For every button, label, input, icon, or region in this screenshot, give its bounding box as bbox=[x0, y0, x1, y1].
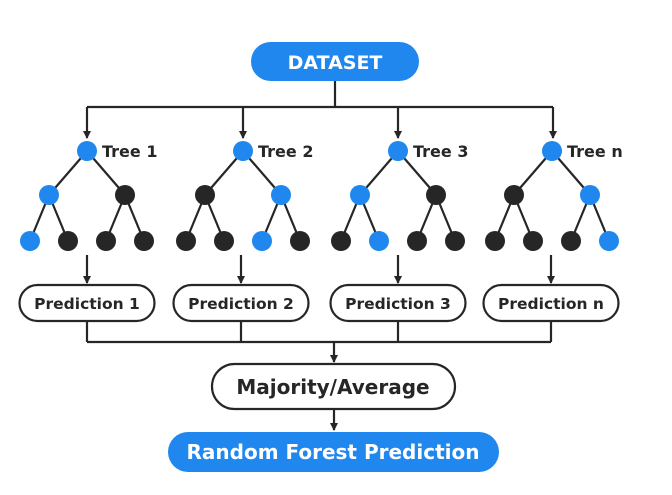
tree-branch-node bbox=[580, 185, 600, 205]
tree-branch-node bbox=[115, 185, 135, 205]
tree-branch-node bbox=[504, 185, 524, 205]
tree-leaf-node bbox=[20, 231, 40, 251]
tree-3: Tree 3 Prediction 3 bbox=[329, 141, 468, 323]
tree-leaf-node bbox=[214, 231, 234, 251]
tree-leaf-node bbox=[331, 231, 351, 251]
tree-leaf-node bbox=[561, 231, 581, 251]
prediction-2-box: Prediction 2 bbox=[172, 283, 310, 323]
tree-branch-node bbox=[350, 185, 370, 205]
aggregate-label: Majority/Average bbox=[236, 375, 429, 399]
prediction-1-label: Prediction 1 bbox=[34, 295, 140, 313]
tree-leaf-node bbox=[58, 231, 78, 251]
tree-root-node bbox=[77, 141, 97, 161]
tree-branch-node bbox=[271, 185, 291, 205]
tree-leaf-node bbox=[176, 231, 196, 251]
prediction-3-label: Prediction 3 bbox=[345, 295, 451, 313]
result-label: Random Forest Prediction bbox=[187, 440, 480, 464]
tree-root-node bbox=[233, 141, 253, 161]
aggregate-node: Majority/Average bbox=[210, 362, 457, 411]
tree-root-node bbox=[388, 141, 408, 161]
tree-4-label: Tree n bbox=[567, 142, 623, 161]
tree-1-label: Tree 1 bbox=[102, 142, 157, 161]
tree-1: Tree 1 Prediction 1 bbox=[18, 141, 157, 323]
tree-2: Tree 2 Prediction 2 bbox=[172, 141, 313, 323]
tree-leaf-node bbox=[599, 231, 619, 251]
tree-leaf-node bbox=[407, 231, 427, 251]
tree-leaf-node bbox=[290, 231, 310, 251]
tree-root-node bbox=[542, 141, 562, 161]
prediction-2-label: Prediction 2 bbox=[188, 295, 294, 313]
tree-leaf-node bbox=[252, 231, 272, 251]
connector-lines bbox=[83, 80, 557, 431]
tree-3-label: Tree 3 bbox=[413, 142, 468, 161]
tree-leaf-node bbox=[485, 231, 505, 251]
tree-leaf-node bbox=[369, 231, 389, 251]
tree-branch-node bbox=[426, 185, 446, 205]
tree-leaf-node bbox=[523, 231, 543, 251]
tree-leaf-node bbox=[445, 231, 465, 251]
tree-leaf-node bbox=[134, 231, 154, 251]
prediction-1-box: Prediction 1 bbox=[18, 283, 156, 323]
tree-branch-node bbox=[195, 185, 215, 205]
dataset-node: DATASET bbox=[251, 42, 419, 81]
tree-4: Tree n Prediction n bbox=[482, 141, 623, 323]
result-node: Random Forest Prediction bbox=[168, 432, 499, 472]
tree-branch-node bbox=[39, 185, 59, 205]
dataset-label: DATASET bbox=[288, 52, 383, 74]
tree-leaf-node bbox=[96, 231, 116, 251]
tree-2-label: Tree 2 bbox=[258, 142, 313, 161]
prediction-4-box: Prediction n bbox=[482, 283, 620, 323]
prediction-4-label: Prediction n bbox=[498, 295, 604, 313]
prediction-3-box: Prediction 3 bbox=[329, 283, 467, 323]
